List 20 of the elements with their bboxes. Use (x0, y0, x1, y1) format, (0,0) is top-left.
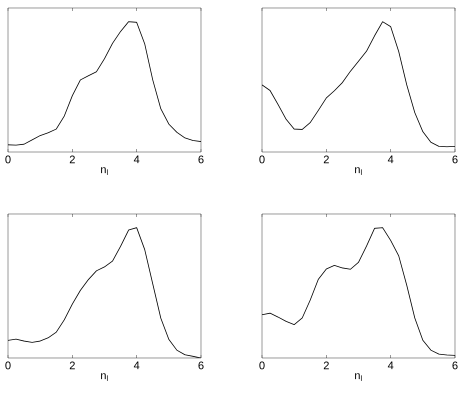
x-tick-label: 6 (452, 362, 458, 370)
x-axis-title: n$_{l}$ (355, 167, 362, 175)
x-tick-label: 6 (198, 156, 204, 164)
x-tick-label: 6 (452, 156, 458, 164)
x-tick-label: 4 (388, 156, 394, 164)
x-axis-title: n$_{l}$ (101, 373, 108, 381)
x-axis-title: n$_{l}$ (355, 373, 362, 381)
x-tick-label: 0 (259, 362, 265, 370)
x-tick-label: 2 (70, 362, 75, 370)
x-tick-label: 4 (134, 156, 140, 164)
x-tick-label: 2 (324, 156, 329, 164)
x-tick-label: 0 (5, 362, 11, 370)
x-axis-title: n$_{l}$ (101, 167, 108, 175)
x-tick-label: 4 (388, 362, 394, 370)
x-tick-label: 0 (259, 156, 265, 164)
x-tick-label: 0 (5, 156, 11, 164)
x-tick-label: 6 (198, 362, 204, 370)
x-tick-label: 4 (134, 362, 140, 370)
x-tick-label: 2 (70, 156, 75, 164)
x-tick-label: 2 (324, 362, 329, 370)
